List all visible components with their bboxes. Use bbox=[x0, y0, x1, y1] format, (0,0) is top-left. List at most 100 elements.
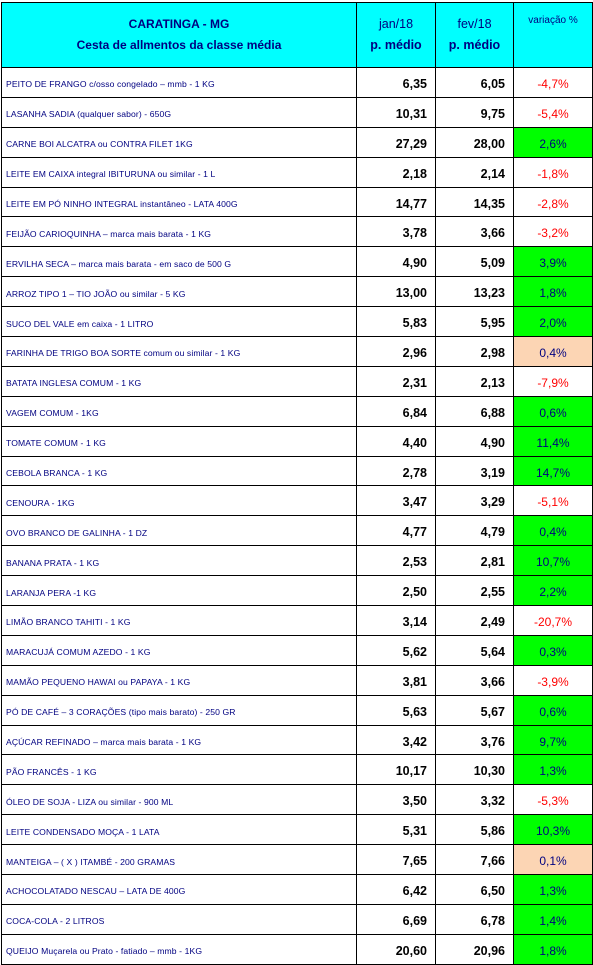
jan-price-cell: 2,18 bbox=[356, 156, 436, 188]
item-name-cell: MARACUJÁ COMUM AZEDO - 1 KG bbox=[1, 634, 357, 666]
variation-cell: -3,9% bbox=[513, 664, 593, 696]
item-name-cell: LEITE CONDENSADO MOÇA - 1 LATA bbox=[1, 814, 357, 846]
table-row: VAGEM COMUM - 1KG 6,84 6,88 0,6% bbox=[1, 395, 593, 427]
variation-cell: 9,7% bbox=[513, 724, 593, 756]
variation-cell: 2,6% bbox=[513, 126, 593, 158]
fev-header: fev/18 p. médio bbox=[435, 2, 514, 68]
variation-cell: 1,8% bbox=[513, 933, 593, 965]
table-row: ACHOCOLATADO NESCAU – LATA DE 400G 6,42 6,… bbox=[1, 874, 593, 905]
jan-price-cell: 4,90 bbox=[356, 246, 436, 278]
fev-header-month: fev/18 bbox=[457, 17, 492, 31]
fev-price-cell: 4,90 bbox=[435, 425, 514, 457]
table-row: LEITE CONDENSADO MOÇA - 1 LATA 5,31 5,86 10… bbox=[1, 814, 593, 846]
fev-price-cell: 10,30 bbox=[435, 754, 514, 786]
variation-cell: 1,3% bbox=[513, 874, 593, 905]
jan-price-cell: 5,31 bbox=[356, 814, 436, 846]
item-name-cell: MANTEIGA – ( X ) ITAMBÉ - 200 GRAMAS bbox=[1, 844, 357, 876]
item-name-cell: LIMÃO BRANCO TAHITI - 1 KG bbox=[1, 605, 357, 636]
table-row: MARACUJÁ COMUM AZEDO - 1 KG 5,62 5,64 0,3% bbox=[1, 634, 593, 666]
item-name-cell: PÃO FRANCÊS - 1 KG bbox=[1, 754, 357, 786]
jan-price-cell: 10,17 bbox=[356, 754, 436, 786]
jan-price-cell: 14,77 bbox=[356, 186, 436, 218]
jan-price-cell: 6,69 bbox=[356, 903, 436, 935]
jan-price-cell: 5,62 bbox=[356, 634, 436, 666]
fev-price-cell: 6,88 bbox=[435, 395, 514, 427]
table-row: OVO BRANCO DE GALINHA - 1 DZ 4,77 4,79 0,4% bbox=[1, 515, 593, 547]
table-row: MANTEIGA – ( X ) ITAMBÉ - 200 GRAMAS 7,65… bbox=[1, 844, 593, 876]
table-row: LEITE EM PÓ NINHO INTEGRAL instantâneo -… bbox=[1, 186, 593, 218]
fev-price-cell: 14,35 bbox=[435, 186, 514, 218]
item-name-cell: LEITE EM CAIXA integral IBITURUNA ou sim… bbox=[1, 156, 357, 188]
item-name-cell: ERVILHA SECA – marca mais barata - em sa… bbox=[1, 246, 357, 278]
jan-header-month: jan/18 bbox=[378, 17, 414, 31]
variation-cell: 1,4% bbox=[513, 903, 593, 935]
jan-price-cell: 5,63 bbox=[356, 694, 436, 726]
item-name-cell: CARNE BOI ALCATRA ou CONTRA FILET 1KG bbox=[1, 126, 357, 158]
table-row: CENOURA - 1KG 3,47 3,29 -5,1% bbox=[1, 485, 593, 517]
variation-cell: 10,3% bbox=[513, 814, 593, 846]
fev-price-cell: 5,09 bbox=[435, 246, 514, 278]
variation-cell: -7,9% bbox=[513, 365, 593, 397]
variation-cell: 1,3% bbox=[513, 754, 593, 786]
item-name-cell: LEITE EM PÓ NINHO INTEGRAL instantâneo -… bbox=[1, 186, 357, 218]
table-row: ÓLEO DE SOJA - LIZA ou similar - 900 ML 3… bbox=[1, 784, 593, 816]
item-name-cell: SUCO DEL VALE em caixa - 1 LITRO bbox=[1, 306, 357, 338]
fev-price-cell: 6,05 bbox=[435, 67, 514, 98]
variation-cell: 2,2% bbox=[513, 575, 593, 607]
variation-cell: 0,1% bbox=[513, 844, 593, 876]
variation-cell: 11,4% bbox=[513, 425, 593, 457]
table-row: QUEIJO Muçarela ou Prato - fatiado – mmb… bbox=[1, 933, 593, 965]
variation-cell: 0,3% bbox=[513, 634, 593, 666]
fev-price-cell: 3,29 bbox=[435, 485, 514, 517]
variation-cell: 3,9% bbox=[513, 246, 593, 278]
variation-cell: -4,7% bbox=[513, 67, 593, 98]
variation-cell: 0,4% bbox=[513, 515, 593, 547]
fev-price-cell: 4,79 bbox=[435, 515, 514, 547]
jan-header: jan/18 p. médio bbox=[356, 2, 436, 68]
table-row: LASANHA SADIA (qualquer sabor) - 650G 10,… bbox=[1, 96, 593, 128]
table-row: PEITO DE FRANGO c/osso congelado – mmb -… bbox=[1, 67, 593, 98]
fev-price-cell: 2,55 bbox=[435, 575, 514, 607]
item-name-cell: OVO BRANCO DE GALINHA - 1 DZ bbox=[1, 515, 357, 547]
jan-price-cell: 7,65 bbox=[356, 844, 436, 876]
table-row: ERVILHA SECA – marca mais barata - em sa… bbox=[1, 246, 593, 278]
table-row: BATATA INGLESA COMUM - 1 KG 2,31 2,13 -7,9% bbox=[1, 365, 593, 397]
item-name-cell: LARANJA PERA -1 KG bbox=[1, 575, 357, 607]
header-row: CARATINGA - MG Cesta de allmentos da cla… bbox=[1, 2, 593, 68]
item-name-cell: ACHOCOLATADO NESCAU – LATA DE 400G bbox=[1, 874, 357, 905]
jan-price-cell: 6,42 bbox=[356, 874, 436, 905]
fev-price-cell: 20,96 bbox=[435, 933, 514, 965]
fev-price-cell: 6,50 bbox=[435, 874, 514, 905]
variation-cell: -20,7% bbox=[513, 605, 593, 636]
jan-price-cell: 4,77 bbox=[356, 515, 436, 547]
fev-price-cell: 2,81 bbox=[435, 545, 514, 577]
table-row: MAMÃO PEQUENO HAWAI ou PAPAYA - 1 KG 3,81… bbox=[1, 664, 593, 696]
fev-price-cell: 2,49 bbox=[435, 605, 514, 636]
item-name-cell: AÇÚCAR REFINADO – marca mais barata - 1 … bbox=[1, 724, 357, 756]
jan-price-cell: 4,40 bbox=[356, 425, 436, 457]
variation-cell: 2,0% bbox=[513, 306, 593, 338]
item-name-cell: PÓ DE CAFÉ – 3 CORAÇÕES (tipo mais barat… bbox=[1, 694, 357, 726]
jan-price-cell: 3,50 bbox=[356, 784, 436, 816]
fev-price-cell: 9,75 bbox=[435, 96, 514, 128]
table-row: PÃO FRANCÊS - 1 KG 10,17 10,30 1,3% bbox=[1, 754, 593, 786]
fev-price-cell: 2,13 bbox=[435, 365, 514, 397]
variation-cell: 0,6% bbox=[513, 694, 593, 726]
item-name-cell: FEIJÃO CARIOQUINHA – marca mais barata -… bbox=[1, 216, 357, 248]
variation-cell: 10,7% bbox=[513, 545, 593, 577]
table-row: FEIJÃO CARIOQUINHA – marca mais barata -… bbox=[1, 216, 593, 248]
jan-price-cell: 2,96 bbox=[356, 336, 436, 367]
table-row: FARINHA DE TRIGO BOA SORTE comum ou simi… bbox=[1, 336, 593, 367]
fev-price-cell: 2,98 bbox=[435, 336, 514, 367]
variation-cell: -2,8% bbox=[513, 186, 593, 218]
item-name-cell: MAMÃO PEQUENO HAWAI ou PAPAYA - 1 KG bbox=[1, 664, 357, 696]
item-name-cell: PEITO DE FRANGO c/osso congelado – mmb -… bbox=[1, 67, 357, 98]
variation-cell: 0,4% bbox=[513, 336, 593, 367]
table-row: SUCO DEL VALE em caixa - 1 LITRO 5,83 5,95… bbox=[1, 306, 593, 338]
item-name-cell: VAGEM COMUM - 1KG bbox=[1, 395, 357, 427]
jan-price-cell: 2,31 bbox=[356, 365, 436, 397]
title-line-1: CARATINGA - MG bbox=[128, 17, 230, 31]
item-name-cell: LASANHA SADIA (qualquer sabor) - 650G bbox=[1, 96, 357, 128]
variation-cell: -3,2% bbox=[513, 216, 593, 248]
